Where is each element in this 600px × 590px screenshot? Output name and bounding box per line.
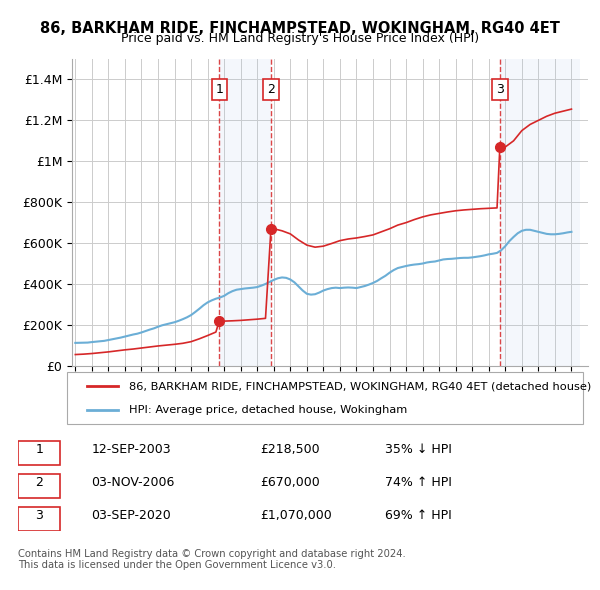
Text: 86, BARKHAM RIDE, FINCHAMPSTEAD, WOKINGHAM, RG40 4ET (detached house): 86, BARKHAM RIDE, FINCHAMPSTEAD, WOKINGH… xyxy=(129,381,591,391)
Text: Contains HM Land Registry data © Crown copyright and database right 2024.
This d: Contains HM Land Registry data © Crown c… xyxy=(18,549,406,571)
Text: 35% ↓ HPI: 35% ↓ HPI xyxy=(385,443,451,456)
Text: 03-SEP-2020: 03-SEP-2020 xyxy=(91,509,171,523)
Text: 12-SEP-2003: 12-SEP-2003 xyxy=(91,443,171,456)
Text: 1: 1 xyxy=(35,443,43,456)
Text: 3: 3 xyxy=(496,83,504,96)
FancyBboxPatch shape xyxy=(18,441,60,465)
FancyBboxPatch shape xyxy=(67,372,583,424)
Text: 1: 1 xyxy=(215,83,223,96)
Bar xyxy=(219,59,271,366)
FancyBboxPatch shape xyxy=(18,474,60,498)
Bar xyxy=(500,59,580,366)
Text: 03-NOV-2006: 03-NOV-2006 xyxy=(91,476,175,489)
Text: £1,070,000: £1,070,000 xyxy=(260,509,332,523)
Text: Price paid vs. HM Land Registry's House Price Index (HPI): Price paid vs. HM Land Registry's House … xyxy=(121,32,479,45)
Text: HPI: Average price, detached house, Wokingham: HPI: Average price, detached house, Woki… xyxy=(129,405,407,415)
Text: £670,000: £670,000 xyxy=(260,476,320,489)
Text: 2: 2 xyxy=(35,476,43,489)
Text: 86, BARKHAM RIDE, FINCHAMPSTEAD, WOKINGHAM, RG40 4ET: 86, BARKHAM RIDE, FINCHAMPSTEAD, WOKINGH… xyxy=(40,21,560,35)
FancyBboxPatch shape xyxy=(18,507,60,531)
Text: 2: 2 xyxy=(267,83,275,96)
Text: £218,500: £218,500 xyxy=(260,443,320,456)
Text: 69% ↑ HPI: 69% ↑ HPI xyxy=(385,509,451,523)
Text: 74% ↑ HPI: 74% ↑ HPI xyxy=(385,476,451,489)
Text: 3: 3 xyxy=(35,509,43,523)
